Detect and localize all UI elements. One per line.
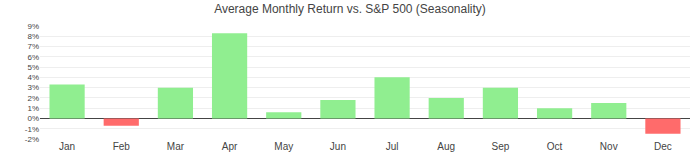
svg-text:Mar: Mar [167, 141, 185, 152]
svg-text:-2%: -2% [25, 135, 39, 144]
svg-text:Jan: Jan [59, 141, 75, 152]
svg-text:Average Monthly Return vs. S&P: Average Monthly Return vs. S&P 500 (Seas… [214, 2, 486, 16]
svg-text:Dec: Dec [654, 141, 672, 152]
svg-text:Sep: Sep [492, 141, 510, 152]
svg-text:6%: 6% [27, 53, 39, 62]
svg-text:3%: 3% [27, 83, 39, 92]
svg-text:8%: 8% [27, 32, 39, 41]
svg-text:7%: 7% [27, 42, 39, 51]
svg-text:Apr: Apr [222, 141, 238, 152]
svg-text:Oct: Oct [547, 141, 563, 152]
svg-text:0%: 0% [27, 114, 39, 123]
svg-text:Jul: Jul [386, 141, 399, 152]
svg-text:9%: 9% [27, 22, 39, 31]
svg-text:-1%: -1% [25, 125, 39, 134]
svg-text:4%: 4% [27, 73, 39, 82]
svg-text:Feb: Feb [113, 141, 131, 152]
svg-text:Jun: Jun [330, 141, 346, 152]
svg-text:5%: 5% [27, 63, 39, 72]
svg-text:2%: 2% [27, 94, 39, 103]
svg-text:May: May [274, 141, 293, 152]
svg-text:Aug: Aug [437, 141, 455, 152]
svg-text:1%: 1% [27, 104, 39, 113]
svg-text:Nov: Nov [600, 141, 618, 152]
